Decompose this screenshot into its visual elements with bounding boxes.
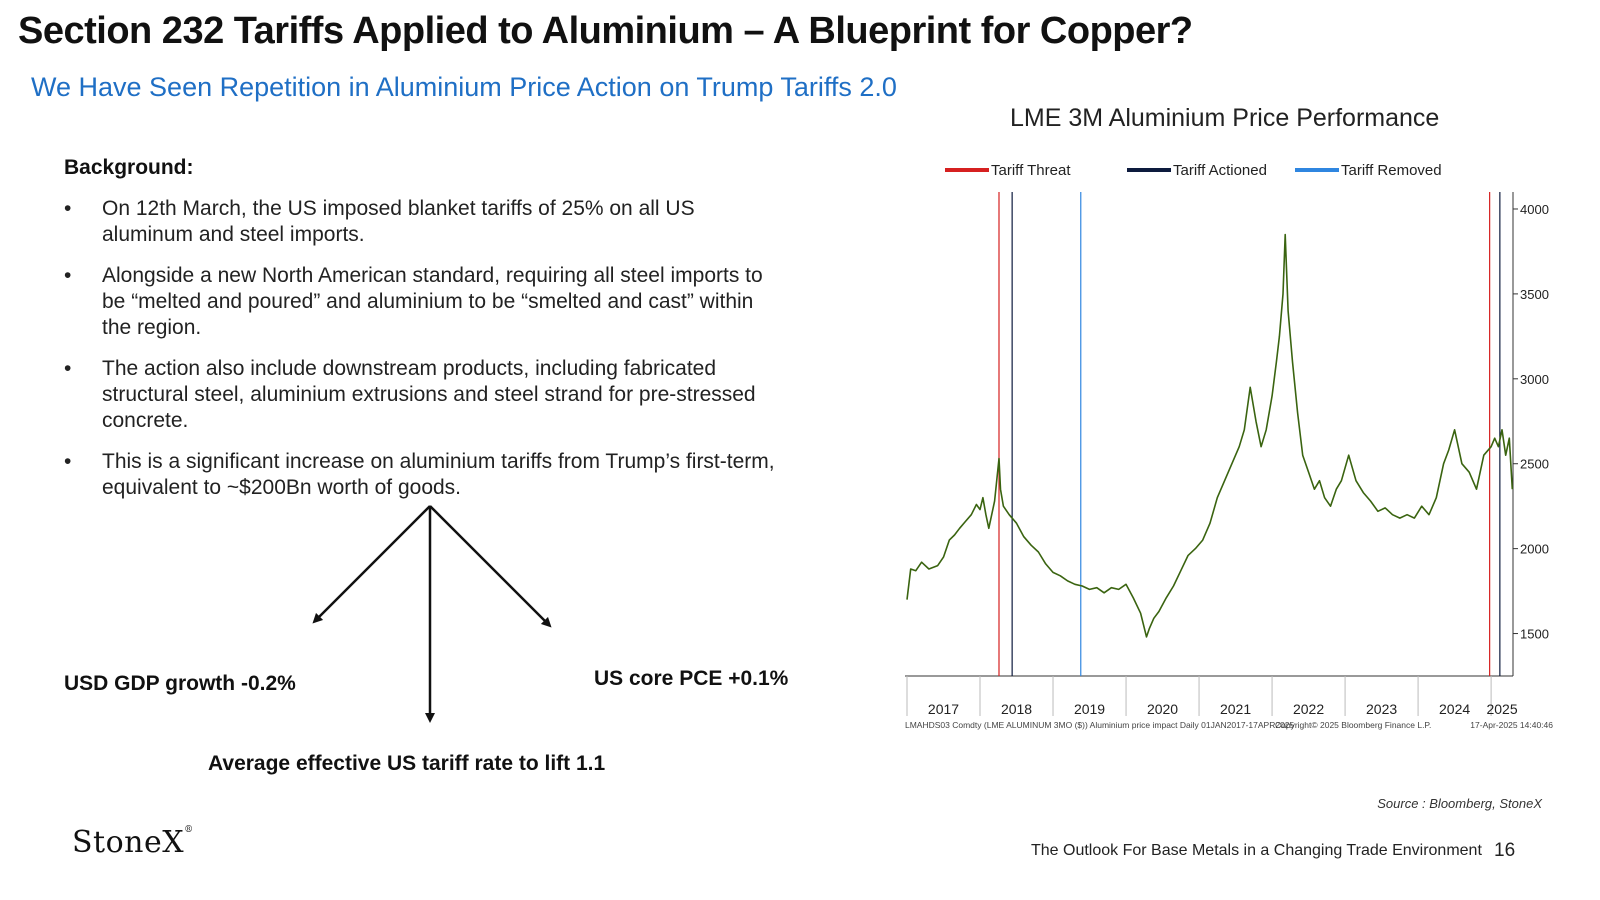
x-tick-label: 2020 [1147, 701, 1178, 717]
bullet-item: • This is a significant increase on alumi… [64, 450, 775, 499]
stonex-logo: StoneX® [72, 825, 194, 860]
footnote-left: LMAHDS03 Comdty (LME ALUMINUM 3MO ($)) A… [905, 720, 1295, 730]
bullet-item: • The action also include downstream prod… [64, 357, 756, 432]
source-note: Source : Bloomberg, StoneX [1377, 796, 1542, 811]
x-tick-label: 2023 [1366, 701, 1397, 717]
y-tick-label: 2500 [1520, 457, 1549, 472]
aluminium-price-chart: Tariff Threat Tariff Actioned Tariff Remov… [905, 162, 1553, 730]
impact-arrows [312, 505, 552, 723]
slide-title: Section 232 Tariffs Applied to Aluminium… [18, 10, 1193, 52]
x-tick-label: 2018 [1001, 701, 1032, 717]
footnote-right: 17-Apr-2025 14:40:46 [1470, 720, 1553, 730]
page-number: 16 [1494, 840, 1516, 861]
impact-gdp: USD GDP growth -0.2% [64, 672, 296, 695]
background-heading: Background: [64, 156, 194, 179]
footer-text: The Outlook For Base Metals in a Changin… [1031, 842, 1482, 859]
x-tick-label: 2025 [1486, 701, 1517, 717]
legend-label: Tariff Actioned [1173, 162, 1267, 179]
impact-tariff-rate: Average effective US tariff rate to lift… [208, 752, 606, 775]
footnote-center: Copyright© 2025 Bloomberg Finance L.P. [1275, 720, 1431, 730]
background-bullets: • On 12th March, the US imposed blanket t… [64, 196, 784, 516]
price-series-line [906, 233, 1514, 638]
x-tick-label: 2021 [1220, 701, 1251, 717]
y-tick-label: 2000 [1520, 542, 1549, 557]
y-tick-label: 3500 [1520, 287, 1549, 302]
x-tick-label: 2017 [928, 701, 959, 717]
bullet-item: • On 12th March, the US imposed blanket t… [64, 197, 695, 246]
y-tick-label: 1500 [1520, 627, 1549, 642]
chart-title: LME 3M Aluminium Price Performance [1010, 104, 1440, 132]
y-tick-label: 4000 [1520, 202, 1549, 217]
bullet-item: • Alongside a new North American standard… [64, 264, 763, 339]
y-tick-label: 3000 [1520, 372, 1549, 387]
legend-label: Tariff Threat [991, 162, 1071, 179]
x-tick-label: 2019 [1074, 701, 1105, 717]
slide-subtitle: We Have Seen Repetition in Aluminium Pri… [31, 72, 897, 102]
x-tick-label: 2024 [1439, 701, 1470, 717]
arrow-right [429, 505, 552, 628]
arrow-left [312, 505, 431, 624]
impact-pce: US core PCE +0.1% [594, 667, 789, 690]
legend-label: Tariff Removed [1341, 162, 1442, 179]
x-tick-label: 2022 [1293, 701, 1324, 717]
